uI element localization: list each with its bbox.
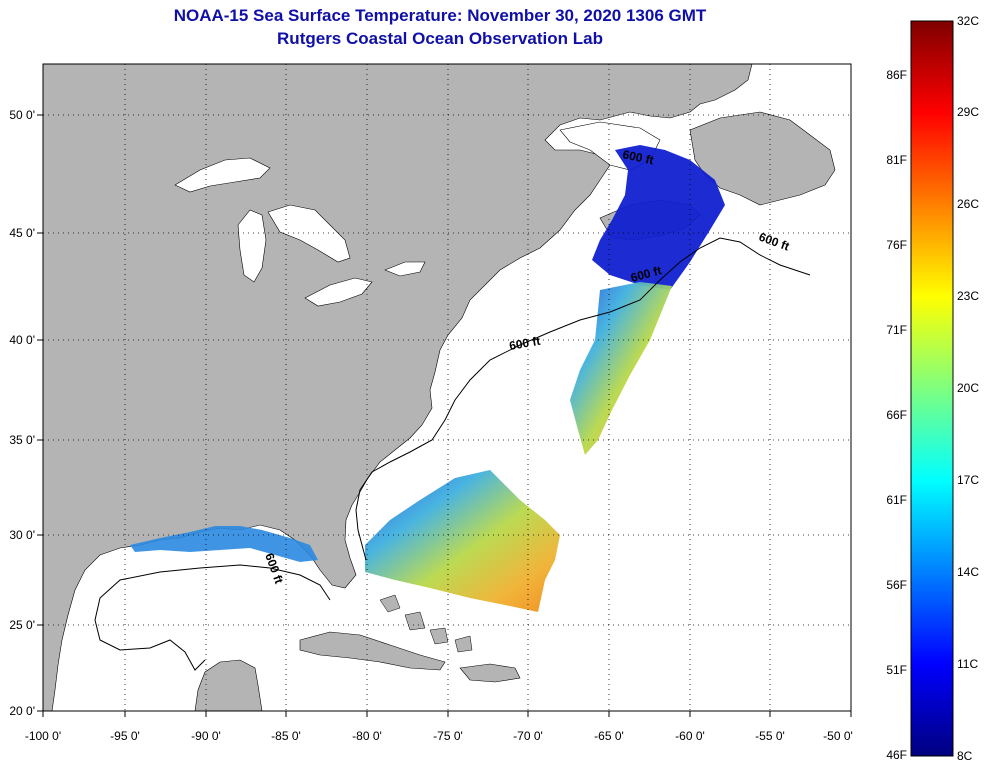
celsius-label: 26C — [957, 197, 979, 211]
lon-label: -95 0' — [110, 729, 140, 743]
lon-label: -60 0' — [675, 729, 705, 743]
lon-label: -70 0' — [513, 729, 543, 743]
celsius-label: 29C — [957, 105, 979, 119]
celsius-label: 32C — [957, 14, 979, 28]
land-hispaniola — [459, 663, 521, 683]
fahrenheit-label: 81F — [886, 153, 907, 167]
colorbar — [910, 20, 954, 757]
fahrenheit-label: 51F — [886, 663, 907, 677]
fahrenheit-label: 56F — [886, 578, 907, 592]
depth-contour-gulf — [94, 564, 331, 671]
lat-label: 25 0' — [9, 618, 35, 632]
fahrenheit-label: 76F — [886, 238, 907, 252]
lon-label: -80 0' — [352, 729, 382, 743]
axis-ticks — [37, 114, 852, 717]
celsius-label: 23C — [957, 289, 979, 303]
bahamas — [379, 594, 473, 653]
map-title: NOAA-15 Sea Surface Temperature: Novembe… — [173, 6, 707, 25]
celsius-label: 20C — [957, 381, 979, 395]
contour-label: 600 ft — [621, 147, 655, 167]
lon-label: -85 0' — [271, 729, 301, 743]
colorbar-fahrenheit-labels: 86F 81F 76F 71F 66F 61F 56F 51F 46F — [886, 68, 907, 762]
fahrenheit-label: 86F — [886, 68, 907, 82]
map-subtitle: Rutgers Coastal Ocean Observation Lab — [277, 29, 603, 48]
fahrenheit-label: 66F — [886, 408, 907, 422]
sst-swath-gulf — [130, 526, 318, 562]
lat-label: 45 0' — [9, 226, 35, 240]
celsius-label: 14C — [957, 565, 979, 579]
lat-label: 50 0' — [9, 108, 35, 122]
sst-swath-mid — [570, 282, 672, 455]
lat-label: 30 0' — [9, 528, 35, 542]
depth-contour — [355, 237, 811, 561]
lon-label: -65 0' — [594, 729, 624, 743]
fahrenheit-label: 46F — [886, 748, 907, 762]
great-lakes — [174, 157, 426, 307]
celsius-label: 11C — [957, 657, 978, 671]
lon-label: -90 0' — [191, 729, 221, 743]
colorbar-celsius-labels: 32C 29C 26C 23C 20C 17C 14C 11C 8C — [957, 14, 979, 763]
land-yucatan — [194, 659, 263, 711]
fahrenheit-label: 61F — [886, 493, 907, 507]
lat-label: 20 0' — [9, 704, 35, 718]
map-frame — [42, 63, 852, 712]
celsius-label: 17C — [957, 473, 979, 487]
lon-label: -75 0' — [433, 729, 463, 743]
celsius-label: 8C — [957, 749, 973, 763]
latitude-labels: 50 0' 45 0' 40 0' 35 0' 30 0' 25 0' 20 0… — [9, 108, 35, 718]
lat-label: 40 0' — [9, 333, 35, 347]
contour-label: 600 ft — [508, 334, 541, 353]
longitude-labels: -100 0' -95 0' -90 0' -85 0' -80 0' -75 … — [25, 729, 853, 743]
land-cuba — [299, 631, 446, 671]
sst-swath-south — [365, 470, 560, 612]
fahrenheit-label: 71F — [886, 323, 907, 337]
lon-label: -100 0' — [25, 729, 61, 743]
lon-label: -50 0' — [823, 729, 853, 743]
lat-label: 35 0' — [9, 433, 35, 447]
lon-label: -55 0' — [755, 729, 785, 743]
